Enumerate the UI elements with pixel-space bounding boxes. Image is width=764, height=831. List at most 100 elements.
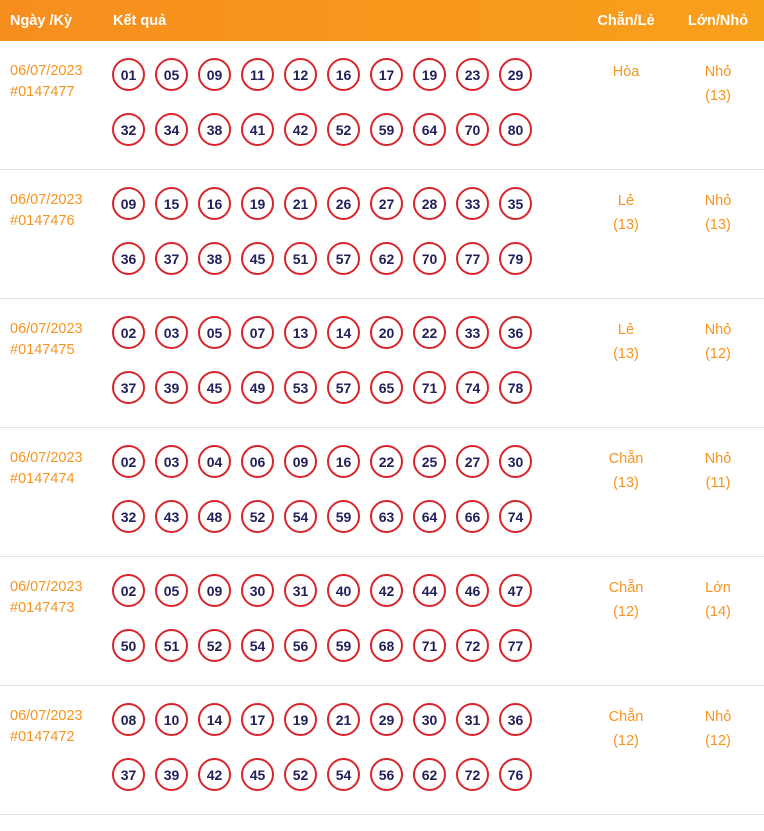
big-small-value: Lớn <box>705 580 731 596</box>
even-odd-value: Hòa <box>612 64 640 80</box>
number-ball: 38 <box>198 113 231 146</box>
even-odd-count: (12) <box>613 732 639 749</box>
number-ball: 57 <box>327 371 360 404</box>
number-ball: 05 <box>155 574 188 607</box>
number-ball: 68 <box>370 629 403 662</box>
number-ball: 01 <box>112 58 145 91</box>
number-ball: 53 <box>284 371 317 404</box>
number-ball: 27 <box>370 187 403 220</box>
number-ball: 59 <box>327 500 360 533</box>
even-odd-value: Chẵn <box>608 709 644 725</box>
numbers-cell: 01 05 09 11 12 16 17 19 23 29 32 34 38 41 42 52 59 64 70 80 <box>112 58 580 146</box>
even-odd-cell: Chẵn (12) <box>580 574 672 662</box>
number-ball: 42 <box>198 758 231 791</box>
number-ball: 05 <box>155 58 188 91</box>
date-cell: 06/07/2023 #0147473 <box>0 574 112 662</box>
even-odd-cell: Lẻ (13) <box>580 316 672 404</box>
big-small-value: Nhỏ <box>704 322 732 338</box>
results-body: 06/07/2023 #0147477 01 05 09 11 12 16 17 19 23 29 32… <box>0 41 764 815</box>
number-ball: 72 <box>456 629 489 662</box>
even-odd-cell: Lẻ (13) <box>580 187 672 275</box>
even-odd-count: (13) <box>613 474 639 491</box>
number-ball: 43 <box>155 500 188 533</box>
number-ball: 28 <box>413 187 446 220</box>
number-ball: 39 <box>155 371 188 404</box>
number-ball: 59 <box>327 629 360 662</box>
number-ball: 25 <box>413 445 446 478</box>
date-cell: 06/07/2023 #0147472 <box>0 703 112 791</box>
number-ball: 70 <box>413 242 446 275</box>
header-big-small-column: Lớn/Nhỏ <box>687 12 749 29</box>
number-ball: 16 <box>327 58 360 91</box>
number-ball: 36 <box>112 242 145 275</box>
big-small-value: Nhỏ <box>704 193 732 209</box>
number-ball: 74 <box>499 500 532 533</box>
number-ball: 03 <box>155 316 188 349</box>
number-ball: 07 <box>241 316 274 349</box>
number-ball: 72 <box>456 758 489 791</box>
header-result-column: Kết quả <box>113 12 167 29</box>
number-ball: 20 <box>370 316 403 349</box>
number-ball: 26 <box>327 187 360 220</box>
number-ball: 76 <box>499 758 532 791</box>
number-ball: 42 <box>370 574 403 607</box>
number-ball: 08 <box>112 703 145 736</box>
number-ball: 03 <box>155 445 188 478</box>
even-odd-value: Chẵn <box>608 580 644 596</box>
number-ball: 37 <box>155 242 188 275</box>
big-small-cell: Lớn (14) <box>672 574 764 662</box>
even-odd-value: Lẻ <box>617 193 635 209</box>
number-ball: 19 <box>413 58 446 91</box>
big-small-count: (12) <box>705 732 731 749</box>
number-ball: 63 <box>370 500 403 533</box>
number-ball: 62 <box>413 758 446 791</box>
number-ball: 29 <box>499 58 532 91</box>
even-odd-cell: Hòa <box>580 58 672 146</box>
big-small-count: (13) <box>705 87 731 104</box>
number-ball: 29 <box>370 703 403 736</box>
draw-id: #0147474 <box>10 471 75 488</box>
number-ball: 54 <box>284 500 317 533</box>
number-ball: 30 <box>241 574 274 607</box>
number-ball: 36 <box>499 316 532 349</box>
number-ball: 19 <box>284 703 317 736</box>
numbers-cell: 08 10 14 17 19 21 29 30 31 36 37 39 42 45 52 54 56 62 72 76 <box>112 703 580 791</box>
number-ball: 66 <box>456 500 489 533</box>
number-line: 02 03 05 07 13 14 20 22 33 36 <box>112 316 580 349</box>
numbers-cell: 02 05 09 30 31 40 42 44 46 47 50 51 52 54 56 59 68 71 72 77 <box>112 574 580 662</box>
big-small-cell: Nhỏ (12) <box>672 316 764 404</box>
number-ball: 14 <box>327 316 360 349</box>
draw-date: 06/07/2023 <box>10 579 83 595</box>
result-row: 06/07/2023 #0147477 01 05 09 11 12 16 17 19 23 29 32… <box>0 41 764 170</box>
number-ball: 23 <box>456 58 489 91</box>
draw-date: 06/07/2023 <box>10 192 83 208</box>
big-small-value: Nhỏ <box>704 709 732 725</box>
number-ball: 32 <box>112 500 145 533</box>
number-ball: 59 <box>370 113 403 146</box>
big-small-cell: Nhỏ (12) <box>672 703 764 791</box>
number-ball: 44 <box>413 574 446 607</box>
number-ball: 51 <box>155 629 188 662</box>
number-ball: 38 <box>198 242 231 275</box>
number-line: 36 37 38 45 51 57 62 70 77 79 <box>112 242 580 275</box>
number-ball: 21 <box>327 703 360 736</box>
number-ball: 11 <box>241 58 274 91</box>
number-ball: 64 <box>413 113 446 146</box>
number-ball: 09 <box>198 574 231 607</box>
number-ball: 40 <box>327 574 360 607</box>
number-ball: 42 <box>284 113 317 146</box>
number-ball: 45 <box>241 758 274 791</box>
number-ball: 79 <box>499 242 532 275</box>
number-ball: 52 <box>241 500 274 533</box>
number-ball: 77 <box>456 242 489 275</box>
number-ball: 32 <box>112 113 145 146</box>
draw-date: 06/07/2023 <box>10 63 83 79</box>
numbers-cell: 02 03 05 07 13 14 20 22 33 36 37 39 45 49 53 57 65 71 74 78 <box>112 316 580 404</box>
number-line: 50 51 52 54 56 59 68 71 72 77 <box>112 629 580 662</box>
number-ball: 19 <box>241 187 274 220</box>
numbers-cell: 09 15 16 19 21 26 27 28 33 35 36 37 38 45 51 57 62 70 77 79 <box>112 187 580 275</box>
draw-id: #0147475 <box>10 342 75 359</box>
number-ball: 10 <box>155 703 188 736</box>
number-ball: 22 <box>370 445 403 478</box>
even-odd-count: (12) <box>613 603 639 620</box>
